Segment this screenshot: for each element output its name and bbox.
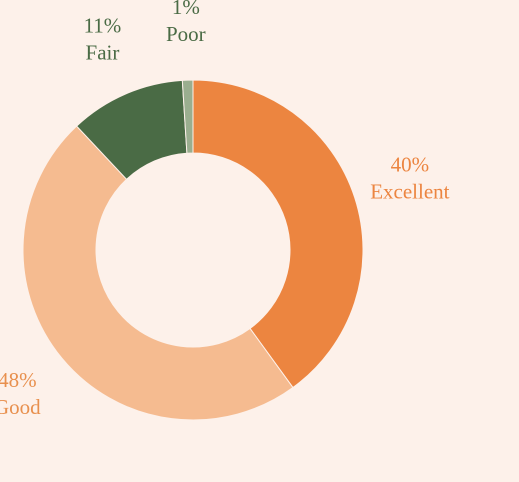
donut-segment <box>22 125 294 421</box>
donut-segment <box>192 79 364 389</box>
category-label: Fair <box>86 41 120 65</box>
category-label: Poor <box>166 22 206 46</box>
category-label: Excellent <box>370 179 449 203</box>
value-label: 48% <box>0 368 37 392</box>
value-label: 1% <box>172 0 200 19</box>
category-label: Good <box>0 395 41 419</box>
donut-segment <box>181 79 194 154</box>
value-label: 40% <box>391 152 430 176</box>
value-label: 11% <box>84 14 122 38</box>
